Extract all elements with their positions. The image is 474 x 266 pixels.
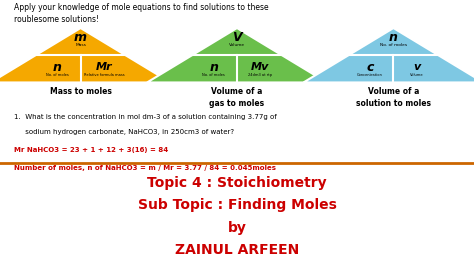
Text: ZAINUL ARFEEN: ZAINUL ARFEEN — [175, 243, 299, 257]
Polygon shape — [303, 28, 474, 82]
Text: Volume: Volume — [229, 43, 245, 47]
Text: Mass: Mass — [75, 43, 86, 47]
Text: Concentration: Concentration — [357, 73, 383, 77]
Text: n: n — [209, 61, 218, 74]
Text: No. of moles: No. of moles — [46, 73, 69, 77]
Text: sodium hydrogen carbonate, NaHCO3, in 250cm3 of water?: sodium hydrogen carbonate, NaHCO3, in 25… — [14, 129, 234, 135]
Text: No. of moles: No. of moles — [380, 43, 407, 47]
Text: c: c — [366, 61, 374, 74]
Text: Volume of a: Volume of a — [211, 88, 263, 96]
Text: Mr: Mr — [96, 62, 112, 72]
Text: Relative formula mass: Relative formula mass — [83, 73, 124, 77]
Text: by: by — [228, 221, 246, 235]
Text: No. of moles: No. of moles — [202, 73, 225, 77]
Text: roublesome solutions!: roublesome solutions! — [14, 15, 99, 24]
Text: solution to moles: solution to moles — [356, 99, 431, 108]
Text: Volume of a: Volume of a — [368, 88, 419, 96]
Polygon shape — [0, 28, 171, 82]
Text: Sub Topic : Finding Moles: Sub Topic : Finding Moles — [137, 198, 337, 212]
Text: Mr NaHCO3 = 23 + 1 + 12 + 3(16) = 84: Mr NaHCO3 = 23 + 1 + 12 + 3(16) = 84 — [14, 147, 168, 153]
Text: Volume: Volume — [410, 73, 424, 77]
Text: Mv: Mv — [251, 62, 270, 72]
Text: n: n — [53, 61, 62, 74]
Text: 1.  What is the concentration in mol dm-3 of a solution containing 3.77g of: 1. What is the concentration in mol dm-3… — [14, 114, 277, 120]
Text: gas to moles: gas to moles — [210, 99, 264, 108]
Text: V: V — [232, 31, 242, 44]
Text: Apply your knowledge of mole equations to find solutions to these: Apply your knowledge of mole equations t… — [14, 3, 269, 12]
Polygon shape — [147, 28, 327, 82]
Text: Mass to moles: Mass to moles — [50, 88, 111, 96]
Text: n: n — [389, 31, 398, 44]
Text: m: m — [74, 31, 87, 44]
Text: Number of moles, n of NaHCO3 = m / Mr = 3.77 / 84 = 0.045moles: Number of moles, n of NaHCO3 = m / Mr = … — [14, 165, 276, 171]
Text: v: v — [413, 62, 420, 72]
Text: 24dm3 at rtp: 24dm3 at rtp — [248, 73, 273, 77]
Text: Topic 4 : Stoichiometry: Topic 4 : Stoichiometry — [147, 176, 327, 190]
